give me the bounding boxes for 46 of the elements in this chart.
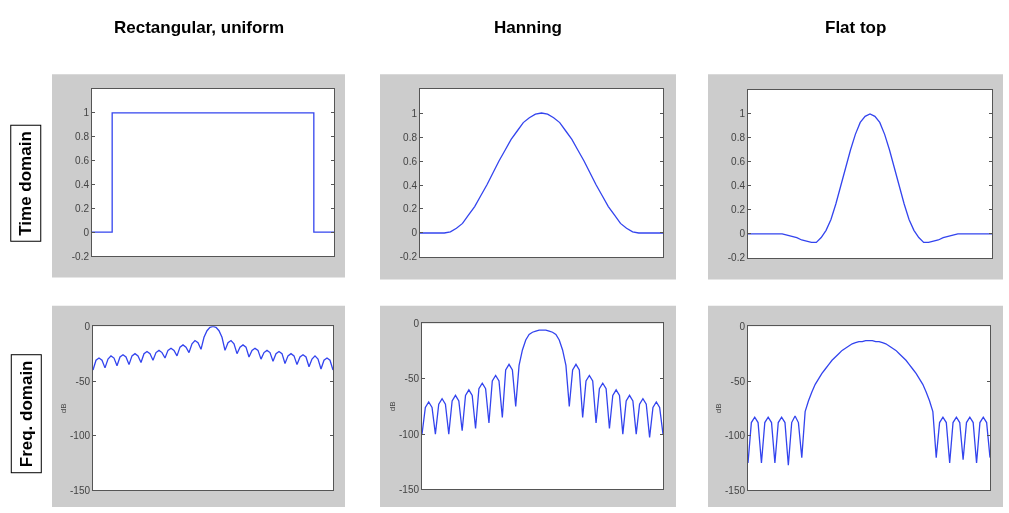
y-tick-label: -150: [69, 484, 91, 496]
y-tick-label: 0.2: [75, 202, 90, 214]
y-tick-label: 1: [739, 108, 746, 120]
y-tick-label: -150: [398, 483, 420, 495]
y-tick-label: 0.8: [75, 131, 90, 143]
y-tick-label: 0: [84, 320, 91, 332]
y-axis-title: dB: [713, 403, 723, 414]
y-tick-label: 0: [413, 317, 420, 329]
y-tick-label: 0: [739, 320, 746, 332]
line-series: [748, 339, 990, 466]
y-tick-label: -100: [69, 430, 91, 442]
y-tick-label: -0.2: [71, 250, 90, 262]
line-series: [93, 326, 333, 371]
text: Freq. domain: [16, 360, 36, 468]
y-tick-label: 0.4: [731, 180, 746, 192]
line-series: [422, 329, 663, 439]
y-tick-label: 0.6: [731, 156, 746, 168]
chart-title: Hanning: [494, 18, 562, 37]
y-tick-label: -50: [75, 375, 91, 387]
y-tick-label: 0: [739, 228, 746, 240]
y-tick-label: 0.4: [75, 178, 90, 190]
y-tick-label: 0: [411, 227, 418, 239]
y-axis-title: dB: [387, 401, 397, 412]
y-tick-label: -100: [398, 428, 420, 440]
y-tick-label: 0.2: [731, 204, 746, 216]
y-tick-label: 0.8: [731, 132, 746, 144]
y-axis-title: dB: [58, 403, 68, 414]
y-tick-label: 0.6: [75, 155, 90, 167]
line-series: [420, 112, 663, 234]
y-tick-label: -100: [724, 430, 746, 442]
y-tick-label: -0.2: [399, 251, 418, 263]
y-tick-label: 1: [83, 107, 90, 119]
chart-title: Flat top: [825, 18, 887, 37]
y-tick-label: 0.2: [403, 203, 418, 215]
y-tick-label: -50: [730, 375, 746, 387]
y-tick-label: -0.2: [727, 252, 746, 264]
y-tick-label: 1: [411, 107, 418, 119]
line-series: [748, 113, 992, 244]
y-tick-label: 0.4: [403, 179, 418, 191]
chart-title: Rectangular, uniform: [114, 18, 285, 37]
text: Time domain: [16, 131, 36, 236]
y-tick-label: -150: [724, 484, 746, 496]
y-tick-label: 0.6: [403, 155, 418, 167]
y-tick-label: 0: [83, 226, 90, 238]
y-tick-label: -50: [404, 373, 420, 385]
y-tick-label: 0.8: [403, 131, 418, 143]
